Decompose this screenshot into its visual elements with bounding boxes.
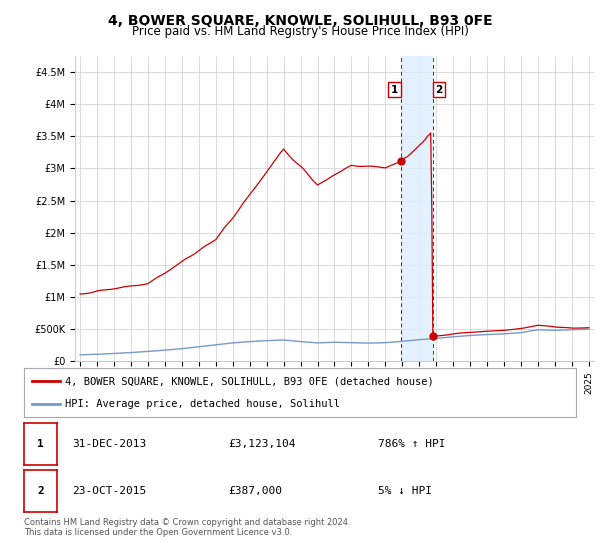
Text: 23-OCT-2015: 23-OCT-2015 [72,487,146,496]
Text: 2: 2 [435,85,442,95]
Text: 2: 2 [37,487,44,496]
Text: 4, BOWER SQUARE, KNOWLE, SOLIHULL, B93 0FE: 4, BOWER SQUARE, KNOWLE, SOLIHULL, B93 0… [107,14,493,28]
Text: 4, BOWER SQUARE, KNOWLE, SOLIHULL, B93 0FE (detached house): 4, BOWER SQUARE, KNOWLE, SOLIHULL, B93 0… [65,376,434,386]
Text: £387,000: £387,000 [228,487,282,496]
Text: HPI: Average price, detached house, Solihull: HPI: Average price, detached house, Soli… [65,399,340,409]
Text: £3,123,104: £3,123,104 [228,439,296,449]
Text: Contains HM Land Registry data © Crown copyright and database right 2024.
This d: Contains HM Land Registry data © Crown c… [24,518,350,538]
Text: 1: 1 [391,85,398,95]
Bar [401,56,433,361]
Text: 786% ↑ HPI: 786% ↑ HPI [378,439,445,449]
Text: 31-DEC-2013: 31-DEC-2013 [72,439,146,449]
Text: 5% ↓ HPI: 5% ↓ HPI [378,487,432,496]
Text: 1: 1 [37,439,44,449]
Text: Price paid vs. HM Land Registry's House Price Index (HPI): Price paid vs. HM Land Registry's House … [131,25,469,38]
